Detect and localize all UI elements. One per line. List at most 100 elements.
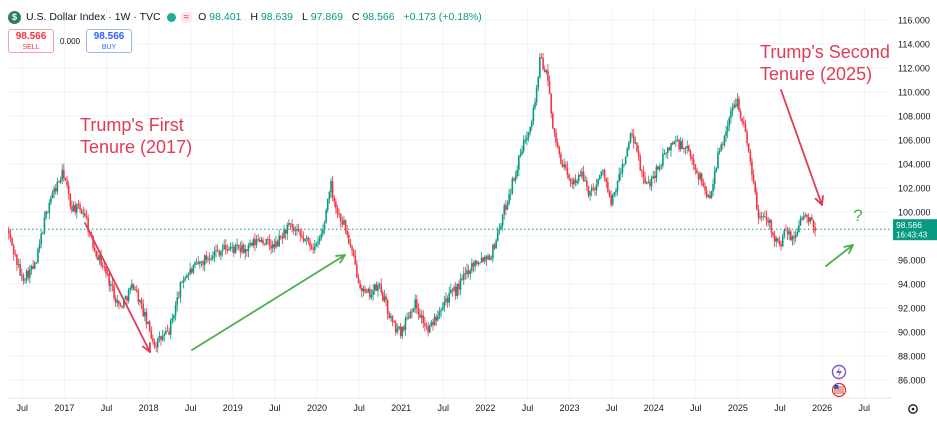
candle-body — [32, 266, 34, 269]
candle-body — [323, 222, 326, 230]
candle-body — [443, 302, 446, 307]
candle-body — [401, 326, 404, 337]
candle-body — [310, 246, 313, 249]
close-value: 98.566 — [362, 11, 395, 23]
candle-body — [728, 117, 731, 127]
candle-body — [770, 219, 773, 233]
us-flag-icon[interactable] — [831, 382, 847, 398]
candle-body — [595, 184, 598, 191]
candle-body — [697, 173, 700, 180]
candle-body — [773, 235, 776, 242]
candle-body — [294, 230, 297, 232]
candle-body — [72, 205, 75, 212]
candle-body — [467, 270, 470, 274]
x-tick-label: Jul — [522, 403, 534, 413]
uptrend-arrow — [191, 254, 346, 351]
candle-body — [111, 284, 114, 286]
flash-icon[interactable] — [831, 364, 847, 380]
x-tick-label: 2018 — [139, 403, 159, 413]
candle-body — [409, 311, 412, 319]
candle-body — [178, 297, 180, 299]
candle-body — [516, 169, 518, 177]
candle-body — [524, 140, 527, 141]
candle-body — [688, 145, 690, 151]
ohlc-values: O 98.401 H 98.639 L 97.869 C 98.566 +0.173 (… — [198, 11, 485, 23]
candle-body — [51, 192, 54, 199]
candle-body — [741, 118, 744, 122]
candle-body — [224, 245, 227, 250]
x-tick-label: 2019 — [223, 403, 243, 413]
candle-body — [545, 70, 548, 73]
candle-body — [628, 142, 630, 149]
candle-body — [69, 193, 72, 207]
candle-body — [216, 250, 219, 252]
candle-body — [399, 326, 402, 337]
candle-body — [147, 321, 149, 325]
candle-body — [696, 169, 698, 174]
candle-body — [618, 173, 620, 182]
candle-body — [318, 238, 321, 242]
candle-body — [56, 181, 59, 192]
candle-body — [24, 279, 26, 281]
candle-body — [760, 216, 763, 218]
candle-body — [796, 231, 799, 236]
candle-body — [338, 213, 340, 215]
candle-body — [663, 153, 666, 155]
candle-body — [171, 318, 174, 321]
candle-body — [480, 257, 483, 263]
x-tick-label: Jul — [690, 403, 702, 413]
candle-body — [137, 290, 140, 303]
gear-icon[interactable] — [908, 404, 918, 414]
market-status-icon[interactable] — [166, 12, 176, 22]
y-tick-label: 106.000 — [898, 136, 931, 146]
candle-body — [791, 236, 794, 241]
candle-body — [131, 283, 133, 288]
candle-body — [597, 179, 599, 185]
candle-body — [356, 264, 358, 278]
candle-body — [411, 311, 413, 313]
candle-body — [668, 147, 671, 151]
candle-body — [101, 265, 104, 267]
candle-body — [307, 237, 310, 242]
candle-body — [553, 128, 556, 133]
symbol-logo-icon[interactable]: $ — [8, 10, 21, 24]
candle-body — [650, 177, 653, 187]
candle-body — [110, 284, 112, 286]
candle-body — [305, 237, 308, 239]
sell-button[interactable]: 98.566 SELL — [8, 29, 54, 53]
candle-body — [229, 247, 232, 249]
candle-body — [239, 247, 242, 252]
symbol-title[interactable]: U.S. Dollar Index · 1W · TVC — [26, 11, 161, 23]
candle-body — [657, 166, 659, 170]
candle-body — [326, 199, 329, 210]
candle-body — [780, 244, 782, 247]
candle-body — [801, 218, 803, 220]
candle-body — [542, 57, 544, 70]
candle-body — [48, 202, 51, 213]
open-value: 98.401 — [209, 11, 242, 23]
candle-body — [647, 181, 650, 184]
annotation-text: Trump's First — [80, 115, 184, 135]
candle-body — [19, 264, 21, 276]
candle-body — [98, 254, 101, 261]
candle-body — [223, 245, 225, 250]
candle-body — [451, 289, 454, 291]
candle-body — [346, 230, 348, 236]
candle-body — [458, 283, 460, 290]
indicator-icon[interactable]: ≈ — [180, 11, 193, 23]
candle-body — [503, 205, 506, 215]
candle-body — [186, 275, 188, 278]
candle-body — [197, 262, 200, 264]
candle-body — [715, 168, 718, 172]
sell-label: SELL — [22, 43, 40, 51]
buy-button[interactable]: 98.566 BUY — [86, 29, 133, 53]
candle-body — [484, 256, 486, 262]
candle-body — [662, 153, 664, 166]
candle-body — [249, 243, 251, 246]
candle-body — [370, 294, 373, 298]
candle-body — [637, 151, 640, 157]
y-tick-label: 88.000 — [898, 352, 926, 362]
candle-body — [788, 231, 790, 235]
candle-body — [267, 238, 269, 240]
